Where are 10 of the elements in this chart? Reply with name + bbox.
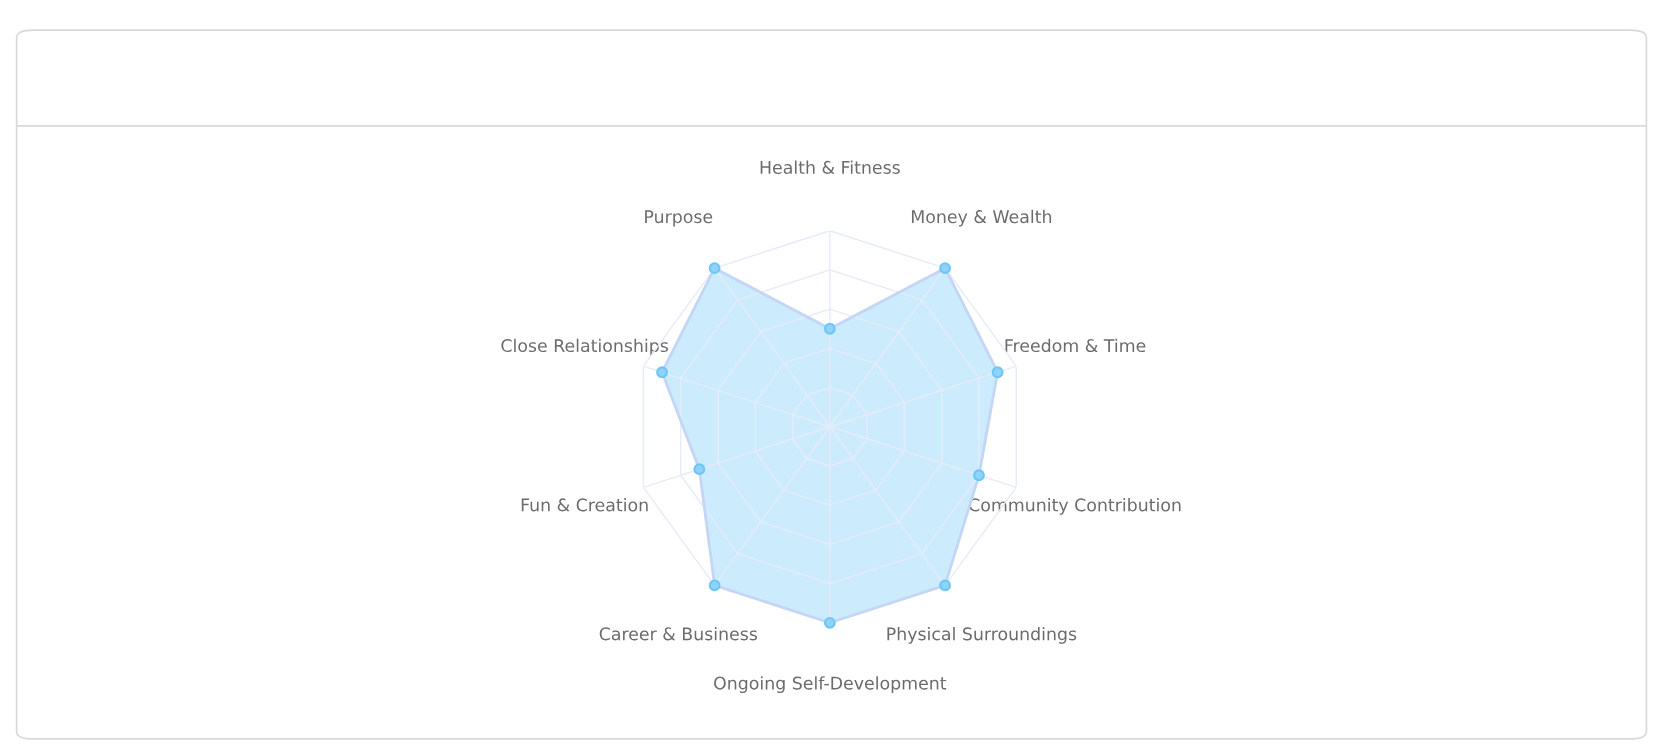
spoke-label: Physical Surroundings bbox=[887, 626, 1077, 644]
spoke-label: Fun & Creation bbox=[521, 498, 648, 512]
spoke-label: Purpose bbox=[645, 210, 713, 227]
spoke-label: Career & Business bbox=[599, 626, 757, 641]
spoke-label: Money & Wealth bbox=[911, 209, 1052, 227]
spoke-label: Ongoing Self-Development bbox=[714, 676, 947, 694]
spoke-label: Freedom & Time bbox=[1005, 338, 1146, 353]
spoke-label: Close Relationships bbox=[501, 338, 668, 356]
spoke-label: Community Contribution bbox=[969, 498, 1181, 515]
spoke-label: Health & Fitness bbox=[760, 160, 900, 174]
